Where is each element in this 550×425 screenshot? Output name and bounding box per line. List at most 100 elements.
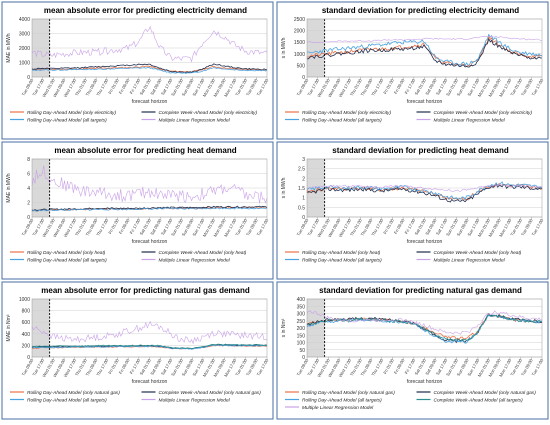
legend-label: Multiple Linear Regression Model (159, 117, 231, 123)
legend-label: Rolling Day-Ahead Model (only heat) (302, 250, 381, 256)
legend-entry-2: Complete Week-Ahead Model (only heat) (141, 250, 247, 256)
y-tick-label: 0 (302, 215, 305, 221)
legend-entry-1: Rolling Day-Ahead Model (only heat) (285, 250, 381, 256)
x-axis-label: forecast horizon (132, 379, 168, 385)
legend-entry-2: Complete Week-Ahead Model (only natural … (141, 390, 262, 396)
legend-label: Multiple Linear Regression Model (159, 257, 231, 263)
x-axis-label: forecast horizon (407, 379, 443, 385)
legend-label: Rolling Day-Ahead Model (all targets) (302, 397, 382, 403)
legend-label: Rolling Day-Ahead Model (all targets) (27, 397, 107, 403)
legend-entry-2: Complete Week-Ahead Model (only natural … (416, 390, 537, 396)
y-tick-label: 0 (27, 75, 30, 81)
legend-entry-3: Rolling Day-Ahead Model (all targets) (285, 117, 382, 123)
y-tick-label: 1.5 (298, 186, 305, 192)
legend-label: Rolling Day-Ahead Model (all targets) (27, 117, 107, 123)
legend-entry-3: Rolling Day-Ahead Model (all targets) (10, 397, 107, 403)
y-axis-label: MAE in Nm³ (6, 314, 12, 341)
y-axis-label: s in MWh (281, 177, 287, 198)
legend-entry-3: Rolling Day-Ahead Model (all targets) (10, 257, 107, 263)
series-line-2 (307, 37, 542, 68)
series-line-3 (306, 181, 543, 201)
legend-label: Rolling Day-Ahead Model (all targets) (302, 257, 382, 263)
y-tick-label: 200 (22, 343, 31, 349)
y-tick-label: 500 (297, 63, 306, 69)
y-tick-label: 800 (22, 309, 31, 315)
legend-entry-3: Rolling Day-Ahead Model (all targets) (285, 397, 382, 403)
y-tick-label: 2000 (19, 46, 30, 52)
legend-label: Multiple Linear Regression Model (434, 257, 506, 263)
plot-area (31, 158, 268, 218)
y-tick-label: 4 (27, 186, 30, 192)
y-tick-label: 0 (302, 75, 305, 81)
x-axis-label: forecast horizon (132, 239, 168, 245)
series-line-1 (31, 65, 268, 73)
y-tick-label: 2.5 (298, 167, 305, 173)
y-tick-label: 2 (27, 201, 30, 207)
legend-label: Rolling Day-Ahead Model (only electricit… (27, 110, 116, 116)
series-line-4 (306, 184, 543, 192)
plot-area (306, 298, 543, 358)
legend-label: Complete Week-Ahead Model (only natural … (434, 390, 537, 396)
legend-label: Rolling Day-Ahead Model (all targets) (27, 257, 107, 263)
plot-area (306, 158, 543, 218)
y-tick-label: 2 (302, 176, 305, 182)
series-line-4 (31, 165, 268, 204)
plot-area (306, 18, 543, 78)
legend-label: Complete Week-Ahead Model (only natural … (159, 390, 262, 396)
legend-label: Complete Week-Ahead Model (only electric… (434, 110, 533, 116)
series-line-4 (31, 25, 268, 63)
y-tick-label: 200 (297, 326, 306, 332)
y-tick-label: 1000 (19, 61, 30, 67)
y-tick-label: 50 (299, 348, 305, 354)
chart-panel-6: standard deviation for predicting natura… (276, 281, 549, 420)
series-line-4 (31, 343, 268, 349)
x-axis-label: forecast horizon (407, 239, 443, 245)
chart-title: mean absolute error for predicting heat … (54, 146, 236, 155)
series-line-2 (31, 63, 268, 74)
y-tick-label: 400 (22, 332, 31, 338)
chart-title: mean absolute error for predicting elect… (44, 6, 247, 15)
y-tick-label: 100 (297, 341, 306, 347)
legend-label: Rolling Day-Ahead Model (all targets) (302, 117, 382, 123)
chart-panel-2: standard deviation for predicting electr… (276, 1, 549, 140)
legend-label: Rolling Day-Ahead Model (only electricit… (302, 110, 391, 116)
legend-entry-1: Rolling Day-Ahead Model (only heat) (10, 250, 106, 256)
y-axis-label: s in Nm³ (281, 318, 287, 337)
legend-label: Multiple Linear Regression Model (434, 117, 506, 123)
legend-entry-4: Multiple Linear Regression Model (416, 257, 506, 263)
y-tick-label: 2000 (294, 29, 305, 35)
y-tick-label: 300 (297, 312, 306, 318)
legend-entry-1: Rolling Day-Ahead Model (only natural ga… (10, 390, 120, 396)
y-tick-label: 0 (27, 355, 30, 361)
series-line-5 (31, 320, 268, 345)
legend-label: Multiple Linear Regression Model (302, 405, 374, 411)
chart-title: standard deviation for predicting heat d… (332, 146, 509, 155)
legend-entry-3: Rolling Day-Ahead Model (all targets) (285, 257, 382, 263)
legend-entry-2: Complete Week-Ahead Model (only electric… (141, 110, 258, 116)
y-axis-label: MAE in MWh (6, 173, 12, 202)
legend-entry-3: Rolling Day-Ahead Model (all targets) (10, 117, 107, 123)
y-tick-label: 0 (27, 215, 30, 221)
legend-label: Multiple Linear Regression Model (159, 397, 231, 403)
legend-entry-4: Multiple Linear Regression Model (141, 117, 231, 123)
series-line-3 (31, 207, 268, 212)
legend-label: Complete Week-Ahead Model (only electric… (159, 110, 258, 116)
y-tick-label: 250 (297, 319, 306, 325)
series-line-3 (307, 33, 543, 67)
legend-entry-1: Rolling Day-Ahead Model (only natural ga… (285, 390, 395, 396)
legend-entry-1: Rolling Day-Ahead Model (only electricit… (285, 110, 391, 116)
chart-title: standard deviation for predicting natura… (319, 286, 522, 295)
legend-entry-2: Complete Week-Ahead Model (only electric… (416, 110, 533, 116)
legend-entry-4: Multiple Linear Regression Model (141, 257, 231, 263)
legend-label: Complete Week-Ahead Model (only heat) (434, 250, 522, 256)
y-tick-label: 3 (302, 157, 305, 163)
x-axis-label: forecast horizon (407, 99, 443, 105)
y-tick-label: 0.5 (298, 205, 305, 211)
chart-panel-5: mean absolute error for predicting natur… (1, 281, 274, 420)
legend-entry-4: Complete Week-Ahead Model (all targets) (416, 397, 523, 403)
shaded-region (32, 299, 50, 357)
legend-entry-1: Rolling Day-Ahead Model (only electricit… (10, 110, 116, 116)
y-tick-label: 1 (302, 196, 305, 202)
